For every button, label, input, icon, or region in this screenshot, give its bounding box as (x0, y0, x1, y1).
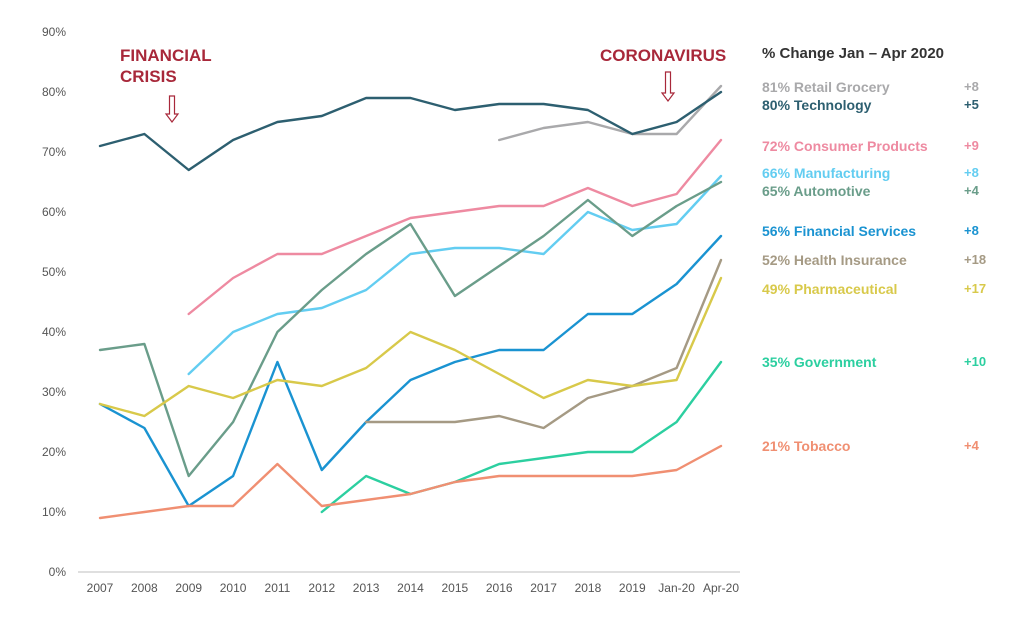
annotation-line: FINANCIAL (120, 46, 212, 65)
legend-change-retail-grocery: +8 (964, 79, 979, 94)
y-tick-label: 50% (42, 265, 66, 279)
x-tick-label: 2009 (175, 581, 202, 595)
series-line-retail-grocery (498, 84, 723, 142)
x-tick-label: 2017 (530, 581, 557, 595)
legend-label-pharmaceutical: 49% Pharmaceutical (762, 281, 897, 297)
y-tick-label: 70% (42, 145, 66, 159)
y-tick-label: 90% (42, 25, 66, 39)
legend: % Change Jan – Apr 2020 81% Retail Groce… (762, 45, 986, 454)
legend-title: % Change Jan – Apr 2020 (762, 45, 944, 62)
x-tick-label: 2013 (353, 581, 380, 595)
x-tick-label: 2018 (575, 581, 602, 595)
annotation-line: CORONAVIRUS (600, 46, 726, 65)
series-line-financial-services (98, 234, 723, 508)
x-tick-label: 2008 (131, 581, 158, 595)
legend-label-retail-grocery: 81% Retail Grocery (762, 79, 890, 95)
annotation-text: FINANCIAL CRISIS (120, 46, 212, 86)
y-axis: 0% 10% 20% 30% 40% 50% 60% 70% 80% 90% (42, 25, 66, 579)
series-line-automotive (98, 180, 723, 478)
legend-label-health-insurance: 52% Health Insurance (762, 252, 907, 268)
legend-change-automotive: +4 (964, 183, 980, 198)
legend-change-financial-services: +8 (964, 223, 979, 238)
legend-label-consumer-products: 72% Consumer Products (762, 138, 928, 154)
down-arrow-icon (164, 95, 180, 123)
legend-change-tobacco: +4 (964, 438, 980, 453)
legend-change-consumer-products: +9 (964, 138, 979, 153)
x-tick-label: 2010 (220, 581, 247, 595)
x-tick-label: Apr-20 (703, 581, 739, 595)
x-tick-label: 2019 (619, 581, 646, 595)
x-tick-label: 2015 (442, 581, 469, 595)
x-tick-label: 2011 (265, 581, 291, 595)
legend-label-automotive: 65% Automotive (762, 183, 871, 199)
series-line-health-insurance (364, 258, 723, 430)
legend-change-pharmaceutical: +17 (964, 281, 986, 296)
series-line-consumer-products (187, 138, 723, 316)
y-tick-label: 60% (42, 205, 66, 219)
legend-change-manufacturing: +8 (964, 165, 979, 180)
y-tick-label: 80% (42, 85, 66, 99)
legend-label-financial-services: 56% Financial Services (762, 223, 916, 239)
legend-label-tobacco: 21% Tobacco (762, 438, 850, 454)
legend-label-government: 35% Government (762, 354, 877, 370)
y-tick-label: 30% (42, 385, 66, 399)
legend-change-government: +10 (964, 354, 986, 369)
series-line-pharmaceutical (98, 276, 723, 418)
x-tick-label: 2016 (486, 581, 513, 595)
y-tick-label: 10% (42, 505, 66, 519)
series-line-government (320, 360, 723, 514)
series-line-tobacco (98, 444, 723, 520)
x-tick-label: 2014 (397, 581, 424, 595)
legend-change-technology: +5 (964, 97, 979, 112)
annotations: FINANCIAL CRISIS CORONAVIRUS (120, 46, 726, 123)
series-line-manufacturing (187, 174, 723, 376)
legend-change-health-insurance: +18 (964, 252, 986, 267)
x-tick-label: Jan-20 (658, 581, 695, 595)
series-lines (98, 84, 723, 520)
x-tick-label: 2012 (308, 581, 335, 595)
legend-label-manufacturing: 66% Manufacturing (762, 165, 890, 181)
annotation-text: CORONAVIRUS (600, 46, 726, 65)
y-tick-label: 20% (42, 445, 66, 459)
legend-label-technology: 80% Technology (762, 97, 872, 113)
x-tick-label: 2007 (87, 581, 114, 595)
y-tick-label: 40% (42, 325, 66, 339)
y-tick-label: 0% (49, 565, 67, 579)
x-axis: 2007 2008 2009 2010 2011 2012 2013 2014 2015 2016… (87, 581, 740, 595)
series-line-technology (98, 90, 723, 172)
annotation-line: CRISIS (120, 67, 177, 86)
down-arrow-icon (660, 71, 676, 102)
